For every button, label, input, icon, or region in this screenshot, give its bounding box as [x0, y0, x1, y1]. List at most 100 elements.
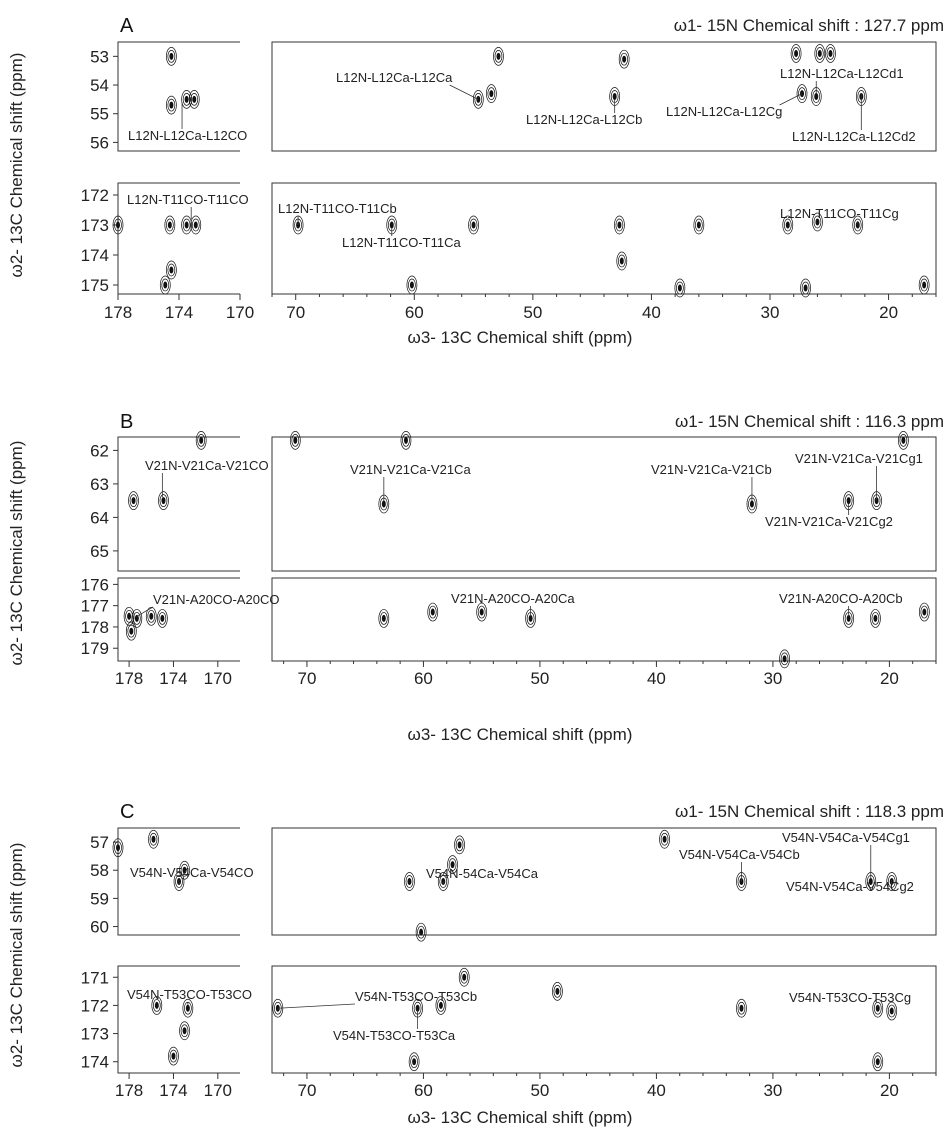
peak-contour-mid [169, 1049, 178, 1063]
y-tick-label: 176 [81, 575, 109, 594]
x-tick-label: 50 [523, 303, 542, 322]
peak-contour-core [134, 614, 139, 622]
peak-annotation: V54N-V54Ca-V54Cg1 [782, 830, 910, 845]
peak [166, 46, 177, 66]
y-tick-label: 64 [90, 508, 109, 527]
peak-contour-core [612, 93, 617, 100]
peak-contour-mid [695, 218, 703, 232]
peak-contour-core [163, 281, 168, 289]
peak-contour-core [192, 95, 197, 103]
peak-contour-outer [872, 1052, 884, 1072]
peak-contour-mid [617, 254, 626, 268]
peak-contour-core [471, 221, 476, 229]
panel-label: C [120, 801, 134, 823]
peak-contour-mid [615, 218, 624, 232]
peak-contour-outer [435, 996, 447, 1015]
peak-contour-outer [493, 46, 504, 66]
peak-contour-core [199, 436, 204, 444]
peak-contour-outer [659, 829, 670, 849]
peak-contour-mid [783, 218, 792, 232]
peak [158, 491, 169, 510]
peak-contour-mid [899, 434, 908, 447]
strip-frame-left [117, 41, 240, 152]
peak-contour-core [922, 281, 927, 289]
peak-contour-outer [918, 275, 930, 295]
peak-annotation: V21N-V21Ca-V21Cb [651, 462, 772, 477]
peak-contour-mid [660, 832, 669, 846]
peak-contour-mid [129, 494, 138, 507]
peak [814, 44, 826, 63]
panel-header: ω1- 15N Chemical shift : 127.7 ppm [674, 16, 944, 35]
peak-contour-mid [920, 278, 928, 292]
peak-contour-outer [123, 606, 135, 626]
peak [476, 602, 488, 622]
peak-contour-core [846, 614, 851, 622]
peak [188, 90, 200, 109]
peak-contour-core [407, 878, 412, 885]
peak [112, 215, 124, 235]
peak [614, 215, 625, 235]
x-tick-label: 70 [297, 669, 316, 688]
peak-annotation: V54N-T53CO-T53Ca [333, 1028, 456, 1043]
peak-annotation: V21N-A20CO-A20CO [153, 592, 279, 607]
peak-contour-outer [159, 275, 171, 295]
peak [168, 1046, 179, 1066]
peak-contour-outer [131, 609, 143, 628]
peak-annotation: V54N-T53CO-T53CO [127, 987, 252, 1002]
peak-contour-mid [887, 1004, 896, 1018]
peak-contour-core [409, 281, 414, 289]
peak-contour-outer [166, 46, 177, 66]
x-tick-label: 20 [880, 1081, 899, 1100]
peak [435, 996, 447, 1015]
peak-annotation: L12N-L12Ca-L12Cd1 [780, 66, 904, 81]
peak [179, 860, 190, 880]
peak [855, 87, 867, 106]
x-tick-label: 20 [879, 303, 898, 322]
peak-contour-outer [427, 602, 439, 622]
peak-contour-outer [289, 431, 301, 450]
peak-annotation: L12N-L12Ca-L12CO [128, 128, 247, 143]
peak-contour-outer [616, 251, 628, 271]
peak-contour-mid [125, 609, 133, 623]
peak-contour-core [127, 612, 132, 620]
peak [190, 215, 202, 235]
peak-contour-mid [448, 858, 457, 871]
x-tick-label: 60 [405, 303, 424, 322]
peak-contour-core [739, 1004, 744, 1012]
peak [746, 494, 758, 514]
peak [125, 621, 137, 641]
peak-contour-core [677, 284, 682, 292]
peak-contour-outer [166, 95, 177, 115]
peak-contour-core [160, 614, 165, 622]
peak-contour-mid [379, 612, 388, 625]
y-tick-label: 53 [90, 47, 109, 66]
x-axis-label: ω3- 13C Chemical shift (ppm) [408, 328, 633, 347]
y-tick-label: 62 [90, 441, 109, 460]
x-tick-label: 174 [159, 1081, 187, 1100]
peak-contour-mid [553, 984, 562, 998]
y-tick-label: 178 [81, 618, 109, 637]
peak-contour-outer [400, 431, 412, 450]
peak-contour-core [151, 835, 156, 843]
peak-annotation: V21N-A20CO-A20Cb [779, 591, 903, 606]
strip-frame-right [271, 436, 937, 572]
peak-contour-outer [179, 860, 190, 880]
strip-frame-right [271, 965, 937, 1074]
peak [427, 602, 439, 622]
peak-contour-outer [814, 44, 826, 63]
peak [618, 49, 630, 69]
peak-contour-outer [166, 260, 177, 280]
peak-contour-mid [175, 875, 183, 888]
peak-contour-core [450, 861, 455, 869]
peak-contour-core [462, 973, 467, 981]
peak-contour-outer [825, 44, 836, 63]
peak-contour-core [154, 1001, 159, 1009]
peak [693, 215, 705, 235]
peak-contour-core [184, 95, 189, 103]
y-tick-label: 174 [81, 1053, 109, 1072]
peak-annotation: L12N-L12Ca-L12Cb [526, 112, 642, 127]
peak [919, 602, 930, 622]
peak-contour-core [901, 436, 906, 444]
y-tick-label: 175 [81, 276, 109, 295]
peak [404, 872, 415, 891]
